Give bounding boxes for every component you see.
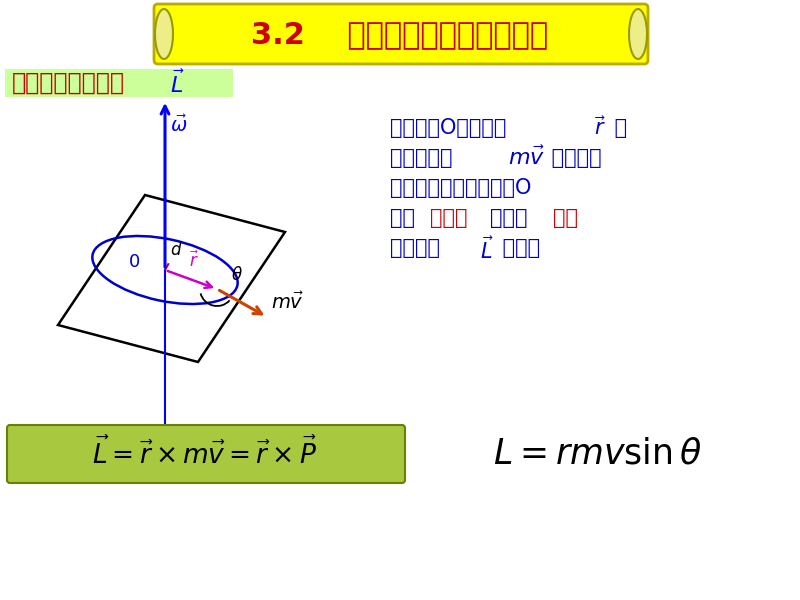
Text: 与: 与 xyxy=(608,118,627,138)
Text: $\vec{L}=\vec{r}\times m\vec{v}=\vec{r}\times\vec{P}$: $\vec{L}=\vec{r}\times m\vec{v}=\vec{r}\… xyxy=(93,438,318,470)
Text: 3.2    角动量定理及其守恒定律: 3.2 角动量定理及其守恒定律 xyxy=(251,20,549,49)
Text: d: d xyxy=(170,241,181,259)
Text: $\theta$: $\theta$ xyxy=(231,266,243,284)
Text: 质点的动量: 质点的动量 xyxy=(390,148,459,168)
Text: $m\vec{v}$: $m\vec{v}$ xyxy=(271,292,304,313)
Text: 的矢积定: 的矢积定 xyxy=(545,148,602,168)
Text: 一、质点的角动量: 一、质点的角动量 xyxy=(12,71,125,95)
Text: 表示。: 表示。 xyxy=(496,238,540,258)
Text: （也称: （也称 xyxy=(490,208,527,228)
Text: $m\vec{v}$: $m\vec{v}$ xyxy=(508,146,545,169)
Text: 动量: 动量 xyxy=(553,208,578,228)
Text: $\vec{L}$: $\vec{L}$ xyxy=(170,70,185,97)
Text: $\vec{L}$: $\vec{L}$ xyxy=(480,236,494,263)
Text: $\vec{\omega}$: $\vec{\omega}$ xyxy=(170,115,187,136)
Text: 0: 0 xyxy=(130,253,141,271)
Text: 质点相对O点的矢径: 质点相对O点的矢径 xyxy=(390,118,513,138)
Bar xyxy=(5,69,233,97)
Text: 矩），用: 矩），用 xyxy=(390,238,454,258)
FancyBboxPatch shape xyxy=(154,4,648,64)
Ellipse shape xyxy=(155,9,173,59)
Ellipse shape xyxy=(629,9,647,59)
Text: 义为该时刻质点相对于O: 义为该时刻质点相对于O xyxy=(390,178,531,198)
FancyBboxPatch shape xyxy=(7,425,405,483)
Text: $\vec{r}$: $\vec{r}$ xyxy=(189,251,199,271)
Polygon shape xyxy=(58,195,285,362)
Text: 角动量: 角动量 xyxy=(430,208,467,228)
Text: 点的: 点的 xyxy=(390,208,415,228)
Text: $\vec{r}$: $\vec{r}$ xyxy=(594,116,606,139)
Text: $L = rmv\sin\theta$: $L = rmv\sin\theta$ xyxy=(493,437,702,471)
